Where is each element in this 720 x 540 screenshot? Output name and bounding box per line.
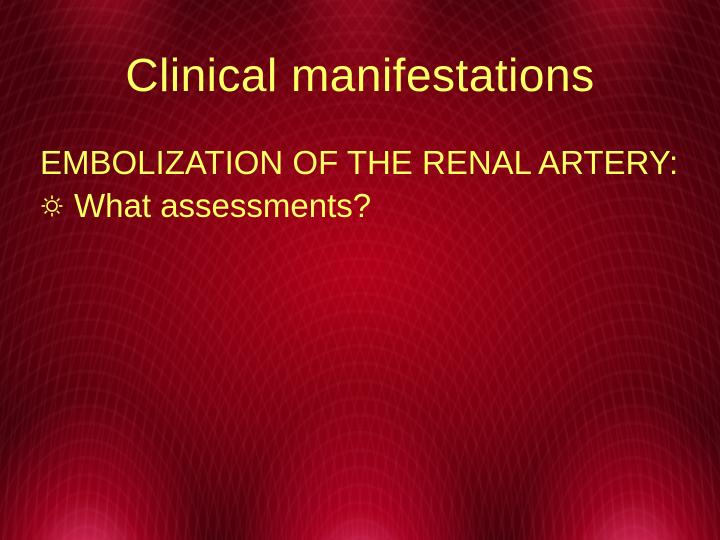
slide-subheading: EMBOLIZATION OF THE RENAL ARTERY:	[40, 142, 680, 183]
sun-outline-icon	[40, 194, 64, 218]
slide-title: Clinical manifestations	[40, 48, 680, 102]
sun-outline-icon-svg	[40, 194, 64, 218]
bullet-item: What assessments?	[40, 187, 680, 225]
slide-content: Clinical manifestations EMBOLIZATION OF …	[0, 0, 720, 225]
bullet-text: What assessments?	[74, 187, 371, 225]
